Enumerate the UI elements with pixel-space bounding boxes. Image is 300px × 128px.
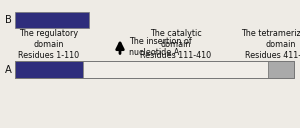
- Bar: [15, 12, 88, 28]
- Bar: [15, 61, 294, 78]
- Text: The tetramerization
domain
Residues 411-452: The tetramerization domain Residues 411-…: [241, 29, 300, 60]
- Bar: [83, 61, 268, 78]
- Text: The insertion of
nucleotide A: The insertion of nucleotide A: [129, 37, 192, 57]
- Text: B: B: [4, 15, 11, 25]
- Text: The regulatory
domain
Residues 1-110: The regulatory domain Residues 1-110: [18, 29, 80, 60]
- Text: A: A: [4, 65, 11, 75]
- Text: The catalytic
domain
Residues 111-410: The catalytic domain Residues 111-410: [140, 29, 211, 60]
- Bar: [268, 61, 294, 78]
- Bar: [15, 61, 83, 78]
